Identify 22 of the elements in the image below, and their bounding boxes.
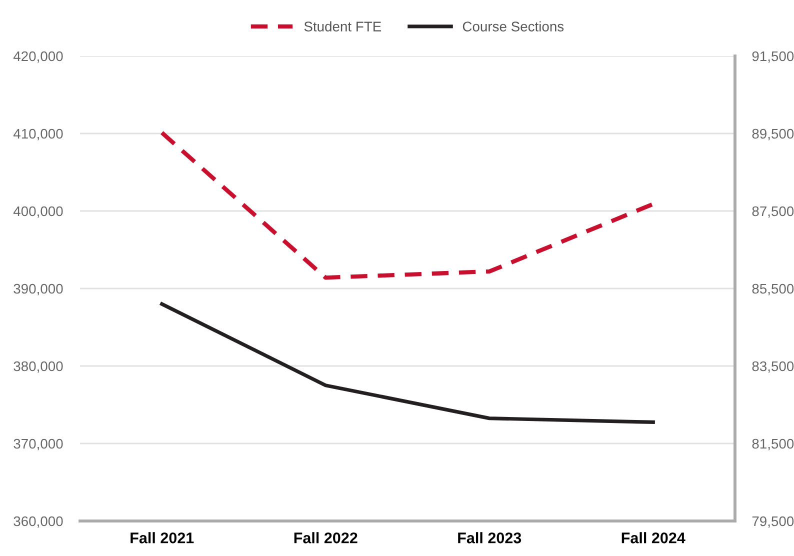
y-tick-label: 400,000	[13, 206, 63, 218]
y-tick-label: 420,000	[13, 51, 63, 63]
line-series	[160, 130, 656, 280]
legend-label: Student FTE	[304, 21, 382, 32]
y-tick-label: 410,000	[13, 128, 63, 140]
y2-tick-label: 87,500	[752, 206, 794, 218]
y-tick-label: 390,000	[14, 284, 63, 296]
y2-tick-label: 85,500	[752, 284, 794, 296]
y-tick-label: 370,000	[14, 438, 63, 450]
legend-label: Course Sections	[462, 21, 564, 32]
y-tick-label: 360,000	[14, 516, 63, 528]
x-tick-label: Fall 2022	[294, 532, 358, 544]
y2-tick-label: 79,500	[752, 516, 794, 528]
line-series	[160, 302, 655, 424]
x-tick-label: Fall 2023	[458, 532, 522, 544]
y2-tick-label: 83,500	[752, 361, 794, 373]
y-tick-label: 380,000	[14, 361, 63, 373]
x-tick-label: Fall 2024	[622, 532, 686, 544]
x-tick-label: Fall 2021	[130, 532, 194, 544]
y2-tick-label: 81,500	[752, 438, 794, 450]
y2-tick-label: 91,500	[752, 51, 794, 63]
y2-tick-label: 89,500	[752, 128, 794, 140]
